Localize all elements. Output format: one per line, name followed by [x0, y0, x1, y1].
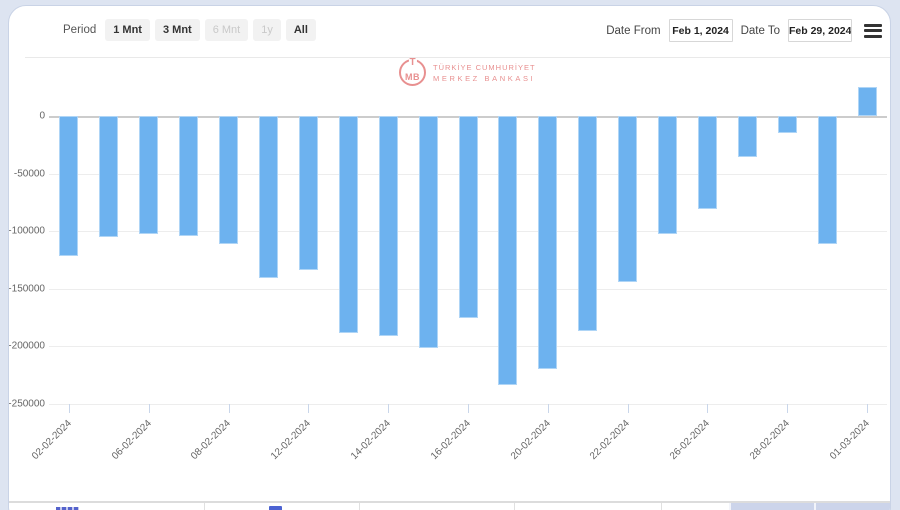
- x-axis-tick: [68, 403, 70, 413]
- hamburger-menu-icon[interactable]: [864, 23, 882, 38]
- x-axis-label: 02-02-2024: [29, 417, 74, 462]
- x-axis-label: 06-02-2024: [109, 417, 154, 462]
- y-axis-label: -100000: [8, 225, 45, 237]
- table-column-divider: [359, 503, 360, 510]
- table-column-divider: [204, 503, 205, 510]
- table-column-divider: [661, 503, 662, 510]
- bar[interactable]: [59, 116, 79, 257]
- bar[interactable]: [458, 116, 478, 319]
- table-top-border: [9, 501, 890, 503]
- period-label: Period: [63, 24, 97, 36]
- date-to-label: Date To: [740, 24, 780, 37]
- table-icon-fragment[interactable]: [269, 506, 282, 510]
- x-axis-tick: [308, 403, 310, 413]
- bar[interactable]: [219, 116, 239, 244]
- bar[interactable]: [298, 116, 318, 271]
- bar[interactable]: [258, 116, 278, 279]
- date-from-label: Date From: [606, 24, 661, 37]
- y-axis-label: -50000: [13, 168, 45, 179]
- y-axis-label: -150000: [8, 283, 45, 294]
- bar[interactable]: [817, 116, 837, 244]
- gridline: [49, 346, 887, 347]
- range-button-1mnt[interactable]: 1 Mnt: [105, 19, 150, 41]
- bar[interactable]: [578, 116, 598, 332]
- x-axis-tick: [707, 403, 709, 413]
- bar[interactable]: [99, 116, 119, 237]
- bar[interactable]: [737, 116, 757, 158]
- bar[interactable]: [418, 116, 438, 349]
- x-axis-label: 22-02-2024: [588, 417, 633, 462]
- x-axis-label: 08-02-2024: [189, 417, 234, 462]
- table-link-fragment[interactable]: [56, 507, 79, 510]
- date-to-input[interactable]: [788, 19, 852, 42]
- x-axis-label: 12-02-2024: [269, 417, 314, 462]
- bar[interactable]: [857, 87, 877, 116]
- x-axis-tick: [547, 403, 549, 413]
- x-axis-tick: [228, 403, 230, 413]
- chart-card: Period 1 Mnt 3 Mnt 6 Mnt 1y All Date Fro…: [8, 5, 891, 510]
- bar[interactable]: [338, 116, 358, 334]
- table-highlight-cell: [814, 503, 890, 510]
- bar[interactable]: [538, 116, 558, 369]
- toolbar-divider: [25, 57, 890, 58]
- x-axis-label: 20-02-2024: [508, 417, 553, 462]
- x-axis-tick: [468, 403, 469, 413]
- chart-area: 0 -50000 -100000 -150000 -200000 -250000 02-02…: [8, 56, 890, 501]
- bar[interactable]: [697, 116, 717, 210]
- x-axis-tick: [867, 403, 869, 413]
- bar[interactable]: [658, 116, 678, 235]
- date-range-controls: Date From Date To: [606, 19, 882, 42]
- range-button-all[interactable]: All: [285, 19, 316, 41]
- x-axis-tick: [388, 403, 390, 413]
- bar[interactable]: [378, 116, 398, 336]
- bar[interactable]: [618, 116, 638, 282]
- x-axis-label: 28-02-2024: [748, 417, 793, 462]
- bar[interactable]: [179, 116, 199, 236]
- y-axis-label: 0: [39, 110, 45, 122]
- bar[interactable]: [777, 116, 797, 134]
- y-axis-label: -250000: [8, 398, 45, 409]
- x-axis-label: 16-02-2024: [428, 417, 473, 462]
- y-axis-label: -200000: [8, 340, 45, 352]
- date-from-input[interactable]: [668, 19, 733, 42]
- range-button-3mnt[interactable]: 3 Mnt: [154, 19, 200, 41]
- table-column-divider: [514, 503, 515, 510]
- range-button-1y[interactable]: 1y: [253, 19, 281, 41]
- bar[interactable]: [498, 116, 518, 386]
- x-axis-tick: [787, 403, 789, 413]
- x-axis-label: 14-02-2024: [349, 417, 393, 462]
- x-axis-label: 26-02-2024: [668, 417, 713, 462]
- range-button-6mnt[interactable]: 6 Mnt: [204, 19, 249, 41]
- bar[interactable]: [139, 116, 159, 235]
- x-axis-label: 01-03-2024: [827, 417, 872, 462]
- period-selector: Period 1 Mnt 3 Mnt 6 Mnt 1y All: [63, 19, 316, 41]
- x-axis-tick: [148, 403, 150, 413]
- table-highlight-cell: [729, 503, 814, 510]
- x-axis-tick: [627, 403, 629, 413]
